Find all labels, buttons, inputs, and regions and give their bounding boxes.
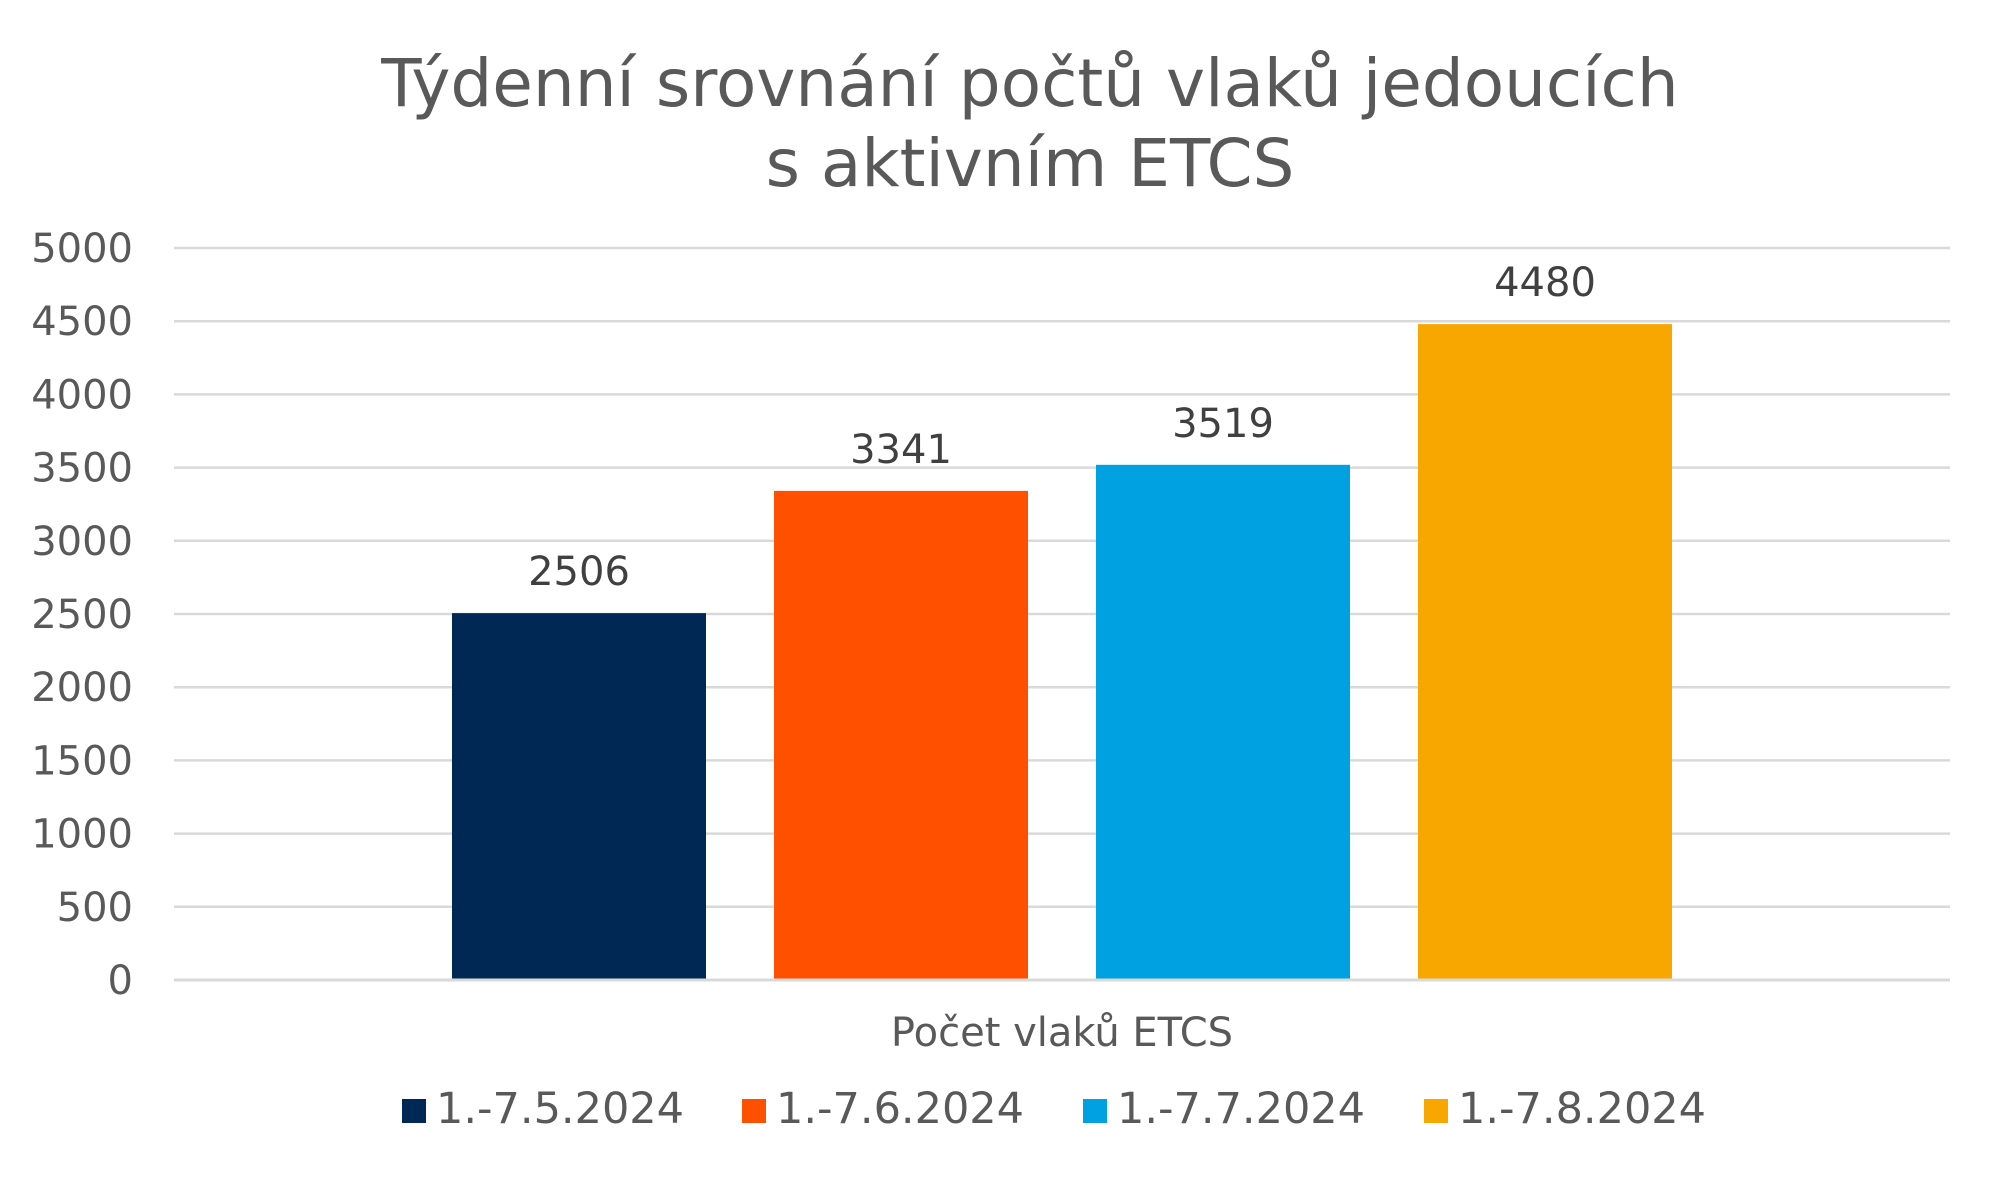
y-tick-label: 0 — [108, 958, 133, 1004]
legend-item-series-1: 1.-7.5.2024 — [402, 1084, 684, 1134]
y-tick-label: 3500 — [31, 446, 133, 492]
legend-label: 1.-7.8.2024 — [1458, 1084, 1706, 1134]
legend: 1.-7.5.2024 1.-7.6.2024 1.-7.7.2024 1.-7.8.… — [402, 1084, 1706, 1134]
legend-label: 1.-7.5.2024 — [436, 1084, 684, 1134]
y-axis-tick-labels: 0 500 1000 1500 2000 2500 3000 3500 4000 4500 5000 — [31, 226, 133, 1004]
legend-item-series-2: 1.-7.6.2024 — [742, 1084, 1024, 1134]
y-tick-label: 1500 — [31, 738, 133, 784]
legend-swatch — [1424, 1099, 1448, 1123]
y-tick-label: 1000 — [31, 812, 133, 858]
x-axis: Počet vlaků ETCS — [174, 978, 1950, 1056]
legend-item-series-4: 1.-7.8.2024 — [1424, 1084, 1706, 1134]
bar-series-3 — [1096, 464, 1350, 981]
data-label-series-4: 4480 — [1494, 260, 1596, 306]
chart-title-line-1: Týdenní srovnání počtů vlaků jedoucích — [380, 45, 1678, 122]
y-tick-label: 3000 — [31, 519, 133, 565]
data-label-series-1: 2506 — [528, 549, 630, 595]
data-labels: 2506 3341 3519 4480 — [528, 260, 1596, 595]
legend-swatch — [1083, 1099, 1107, 1123]
chart-title-line-2: s aktivním ETCS — [766, 125, 1295, 202]
bar-series-4 — [1418, 324, 1672, 980]
data-label-series-2: 3341 — [850, 427, 952, 473]
legend-label: 1.-7.7.2024 — [1117, 1084, 1365, 1134]
legend-swatch — [402, 1099, 426, 1123]
bar-series-2 — [774, 490, 1028, 980]
y-tick-label: 2500 — [31, 592, 133, 638]
bar-series-1 — [452, 613, 706, 980]
y-tick-label: 4500 — [31, 299, 133, 345]
bars — [452, 324, 1672, 981]
chart-title: Týdenní srovnání počtů vlaků jedoucích s… — [380, 45, 1678, 202]
y-tick-label: 500 — [57, 885, 133, 931]
y-tick-label: 4000 — [31, 372, 133, 418]
y-tick-label: 2000 — [31, 665, 133, 711]
legend-swatch — [742, 1099, 766, 1123]
legend-label: 1.-7.6.2024 — [776, 1084, 1024, 1134]
gridlines — [174, 246, 1950, 909]
data-label-series-3: 3519 — [1172, 401, 1274, 447]
y-tick-label: 5000 — [31, 226, 133, 272]
x-category-label: Počet vlaků ETCS — [891, 1010, 1233, 1056]
legend-item-series-3: 1.-7.7.2024 — [1083, 1084, 1365, 1134]
